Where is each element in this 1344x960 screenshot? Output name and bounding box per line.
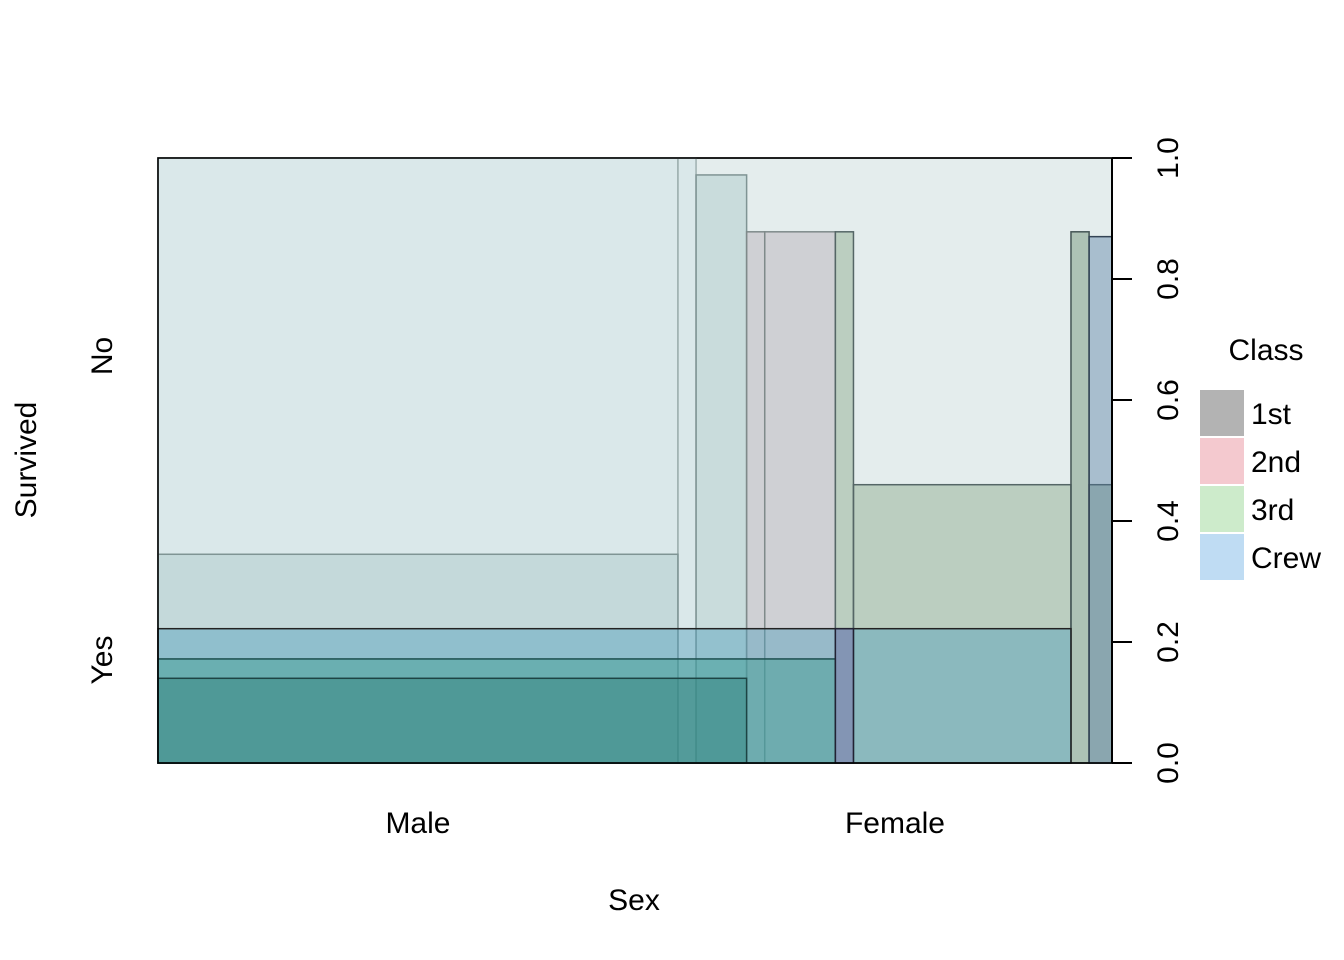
legend-label-3rd: 3rd	[1251, 494, 1294, 527]
x-axis-title: Sex	[608, 884, 660, 917]
mosaic-tile-3rd-yes-0	[157, 658, 837, 764]
legend: Class 1st 2nd 3rd Crew	[1200, 334, 1321, 580]
y-tick-label: 0.2	[1152, 621, 1185, 663]
legend-swatch-3rd	[1200, 486, 1244, 532]
plot-frame	[157, 157, 1113, 764]
y-tick-label: 0.6	[1152, 379, 1185, 421]
legend-label-2nd: 2nd	[1251, 446, 1301, 479]
y-category-label-no: No	[86, 337, 119, 375]
x-category-label-male: Male	[385, 807, 450, 840]
legend-label-crew: Crew	[1251, 542, 1321, 575]
x-category-label-female: Female	[845, 807, 945, 840]
mosaic-tile-2nd-yes-0	[157, 677, 748, 764]
legend-title: Class	[1228, 334, 1303, 367]
mosaic-tile-1st-female-0	[1070, 231, 1090, 764]
y-tick-label: 1.0	[1152, 137, 1185, 179]
mosaic-tile-crew-yes-0	[157, 627, 1072, 764]
y-tick-label: 0.4	[1152, 500, 1185, 542]
x-category-labels: Male Female	[385, 807, 945, 840]
legend-swatch-2nd	[1200, 438, 1244, 484]
plot-area	[157, 157, 1113, 764]
y-category-label-yes: Yes	[86, 636, 119, 685]
y-axis-title: Survived	[10, 402, 43, 519]
y-tick-label: 0.8	[1152, 258, 1185, 300]
legend-swatch-1st	[1200, 390, 1244, 436]
mosaic-tile-3rd-1	[695, 174, 748, 764]
legend-swatch-crew	[1200, 534, 1244, 580]
y-category-labels: Yes No	[86, 337, 119, 685]
legend-label-1st: 1st	[1251, 398, 1292, 431]
mosaic-tile-crew-female-0	[1088, 235, 1113, 764]
y-axis: 0.0 0.2 0.4 0.6 0.8 1.0	[1111, 137, 1185, 784]
mosaic-tile-1st-yes-0	[834, 627, 855, 764]
y-tick-label: 0.0	[1152, 742, 1185, 784]
